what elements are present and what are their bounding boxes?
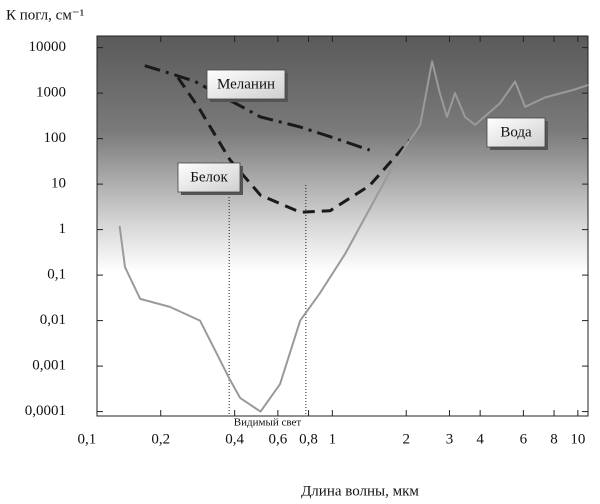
y-tick-label: 0,01 xyxy=(40,312,66,328)
x-tick-label: 1 xyxy=(329,431,337,447)
series-line xyxy=(144,64,371,152)
x-tick-label: 3 xyxy=(446,431,454,447)
legend-label: Меланин xyxy=(217,76,275,92)
y-tick-label: 10 xyxy=(51,176,66,192)
x-tick-label: 0,8 xyxy=(299,431,318,447)
x-tick-label: 0,4 xyxy=(225,431,244,447)
y-tick-label: 1 xyxy=(59,221,67,237)
legend-box xyxy=(206,69,286,100)
x-axis-title: Длина волны, мкм xyxy=(301,483,419,499)
legend-box xyxy=(177,162,241,193)
y-tick-label: 0,1 xyxy=(47,267,66,283)
y-tick-label: 1000 xyxy=(36,85,66,101)
y-tick-label: 10000 xyxy=(29,39,67,55)
y-tick-label: 0,0001 xyxy=(25,403,66,419)
series-line xyxy=(176,76,412,214)
x-tick-label: 2 xyxy=(402,431,410,447)
x-tick-label: 4 xyxy=(476,431,484,447)
legend-box xyxy=(486,117,546,148)
x-tick-label: 6 xyxy=(520,431,528,447)
x-tick-label: 0,2 xyxy=(151,431,170,447)
series-line xyxy=(118,60,589,413)
legend-label: Вода xyxy=(500,124,532,140)
x-tick-label: 0,6 xyxy=(268,431,287,447)
visible-label: Видимый свет xyxy=(234,417,302,429)
legend-label: Белок xyxy=(190,169,228,185)
y-tick-label: 100 xyxy=(44,130,67,146)
plot-area xyxy=(96,35,589,417)
x-tick-label: 8 xyxy=(550,431,558,447)
x-tick-label: 0,1 xyxy=(77,431,96,447)
x-tick-label: 10 xyxy=(570,431,585,447)
y-axis-title: К погл, см⁻¹ xyxy=(6,7,84,23)
y-tick-label: 0,001 xyxy=(32,358,66,374)
